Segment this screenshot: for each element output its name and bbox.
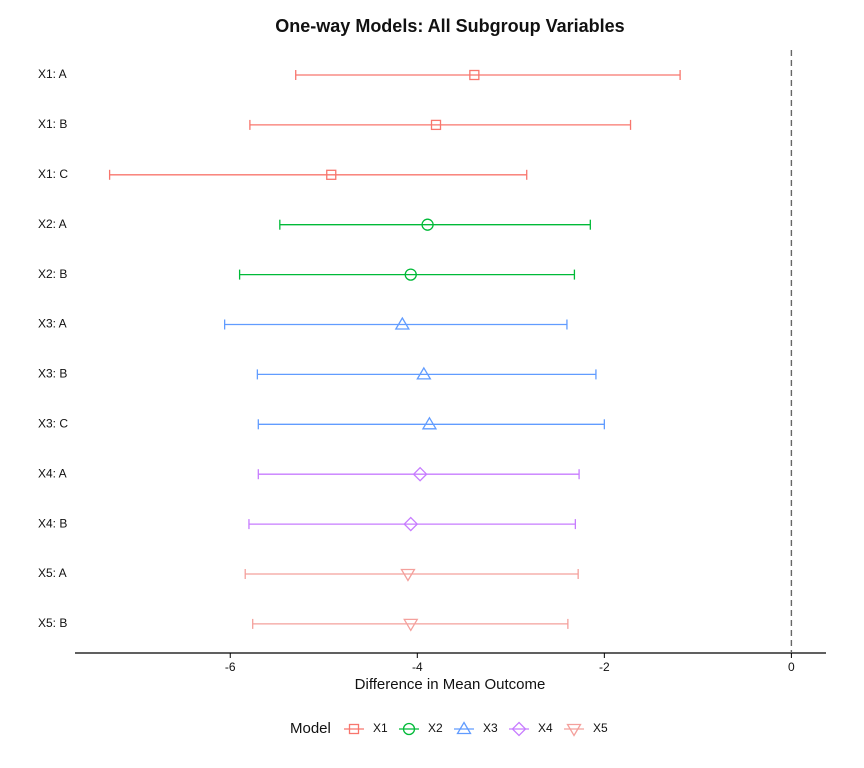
legend-key-symbol bbox=[566, 723, 582, 737]
point-estimate bbox=[430, 119, 442, 131]
x-tick-label: -2 bbox=[599, 660, 610, 674]
point-estimate bbox=[412, 466, 428, 482]
chart-title: One-way Models: All Subgroup Variables bbox=[275, 16, 624, 36]
y-tick-label: X2: A bbox=[38, 217, 67, 231]
y-tick-label: X5: B bbox=[38, 616, 67, 630]
legend-key-symbol bbox=[348, 723, 360, 735]
x-tick-label: -6 bbox=[225, 660, 236, 674]
point-estimate bbox=[469, 69, 480, 81]
legend-label: X1 bbox=[373, 721, 388, 735]
point-estimate bbox=[416, 366, 432, 380]
y-tick-label: X4: B bbox=[38, 516, 67, 530]
point-estimate bbox=[326, 169, 337, 180]
legend-label: X2 bbox=[428, 721, 443, 735]
legend-key-symbol bbox=[511, 721, 527, 737]
legend-label: X5 bbox=[593, 721, 608, 735]
y-tick-label: X3: A bbox=[38, 317, 67, 331]
point-estimate bbox=[421, 416, 438, 430]
legend-title: Model bbox=[290, 720, 331, 737]
point-estimate bbox=[400, 568, 416, 582]
y-tick-label: X2: B bbox=[38, 267, 67, 281]
point-estimate bbox=[403, 516, 419, 532]
y-tick-label: X3: B bbox=[38, 367, 67, 381]
x-tick-label: 0 bbox=[788, 660, 795, 674]
point-estimate bbox=[404, 268, 417, 281]
legend-key-symbol bbox=[456, 721, 472, 735]
y-tick-label: X5: A bbox=[38, 566, 67, 580]
point-estimate bbox=[394, 316, 410, 330]
x-tick-label: -4 bbox=[412, 660, 423, 674]
y-tick-label: X1: C bbox=[38, 167, 68, 181]
x-axis-label: Difference in Mean Outcome bbox=[355, 676, 546, 693]
legend-label: X3 bbox=[483, 721, 498, 735]
y-tick-label: X1: A bbox=[38, 67, 67, 81]
point-estimate bbox=[403, 618, 419, 632]
y-tick-label: X4: A bbox=[38, 466, 67, 480]
legend-label: X4 bbox=[538, 721, 553, 735]
y-tick-label: X3: C bbox=[38, 416, 68, 430]
legend-key-symbol bbox=[402, 722, 416, 736]
point-estimate bbox=[421, 218, 434, 231]
y-tick-label: X1: B bbox=[38, 117, 67, 131]
